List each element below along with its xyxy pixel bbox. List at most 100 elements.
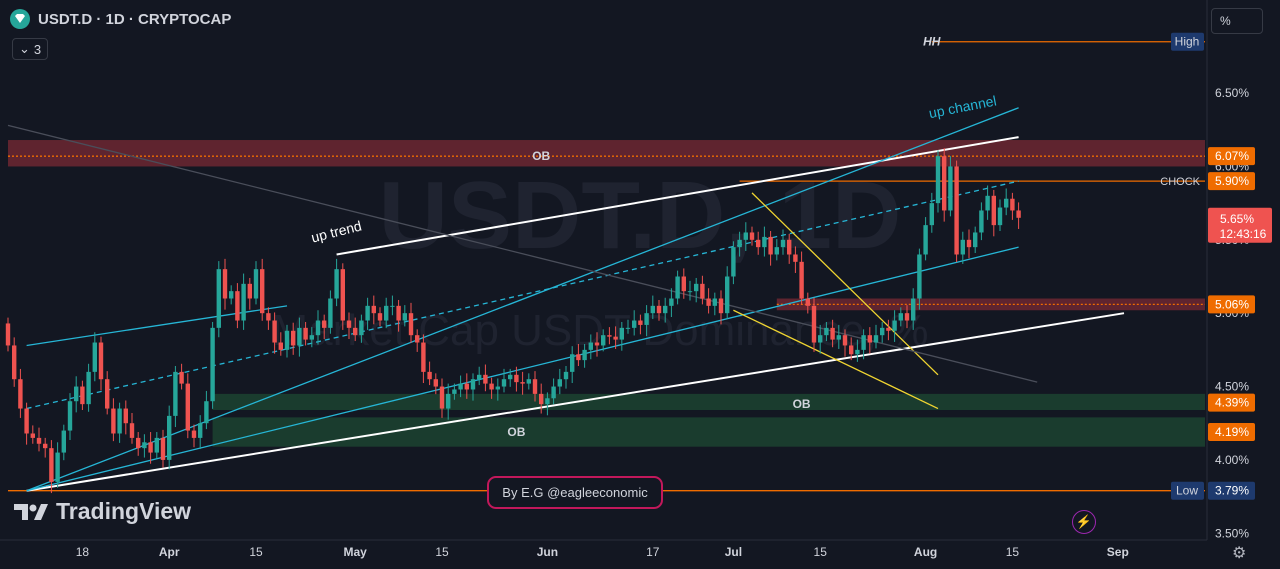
candle-body <box>328 298 333 328</box>
trendline <box>26 180 1019 410</box>
price-label-box <box>1208 147 1255 166</box>
candle-body <box>36 437 42 444</box>
candle-body <box>439 386 445 409</box>
candle-body <box>997 207 1003 226</box>
candle-body <box>179 371 184 384</box>
candle-body <box>92 342 97 372</box>
candle-body <box>563 371 569 380</box>
indicators-toggle-button[interactable]: ⌄ 3 <box>12 38 49 60</box>
x-tick-label: 15 <box>814 545 828 559</box>
y-tick-label: 4.50% <box>1215 380 1249 394</box>
candle-body <box>284 330 290 350</box>
trendline <box>26 246 1019 492</box>
candle-body <box>55 452 60 482</box>
candle-body <box>793 254 798 262</box>
annotation-label: HH <box>923 35 941 49</box>
candle-body <box>966 239 972 248</box>
candle-body <box>24 408 29 434</box>
candle-body <box>334 269 339 299</box>
candle-body <box>452 389 457 394</box>
settings-gear-icon[interactable]: ⚙ <box>1232 545 1247 562</box>
watermark-symbol: USDT.D, 1D <box>379 162 902 269</box>
chock-tag: CHOCK <box>1160 176 1200 188</box>
trendline <box>26 107 1019 492</box>
symbol-title: USDT.D · 1D · CRYPTOCAP <box>38 10 232 28</box>
candle-body <box>43 443 48 449</box>
ob-zone <box>8 140 1205 167</box>
candle-body <box>173 371 178 416</box>
side-tag-label: Low <box>1176 484 1198 498</box>
candle-body <box>167 415 172 460</box>
candle-body <box>539 393 544 405</box>
indicator-count: 3 <box>33 41 42 57</box>
candle-body <box>917 254 922 299</box>
percent-label: % <box>1220 14 1231 28</box>
candle-body <box>477 374 482 380</box>
x-tick-label: Jul <box>725 545 742 559</box>
candle-body <box>526 379 531 384</box>
candle-body <box>421 342 426 372</box>
candle-body <box>185 383 190 431</box>
annotation-label: OB <box>507 425 525 439</box>
candle-body <box>731 247 736 277</box>
candle-body <box>836 335 841 340</box>
candle-body <box>545 398 550 405</box>
candle-body <box>886 327 891 331</box>
candle-body <box>315 320 321 336</box>
candle-body <box>291 330 296 346</box>
candle-body <box>210 327 215 402</box>
candle-body <box>74 386 79 402</box>
candle-body <box>607 335 612 337</box>
candle-body <box>247 283 252 299</box>
price-label-box <box>1208 423 1255 442</box>
x-tick-label: Sep <box>1107 545 1129 559</box>
candle-body <box>148 442 153 453</box>
candle-body <box>111 408 116 434</box>
candle-body <box>61 430 66 453</box>
candle-body <box>805 298 810 306</box>
price-label: 4.39% <box>1215 396 1249 410</box>
y-tick-label: 3.50% <box>1215 526 1249 540</box>
candle-body <box>632 320 637 328</box>
percent-scale-button[interactable]: % <box>1211 8 1263 34</box>
candle-body <box>700 283 705 299</box>
candle-body <box>718 298 724 314</box>
candle-body <box>266 313 271 321</box>
candle-body <box>520 382 525 384</box>
candle-body <box>495 386 500 390</box>
candle-body <box>260 269 265 314</box>
candle-body <box>756 239 761 248</box>
candle-body <box>849 345 854 355</box>
candle-body <box>867 335 872 343</box>
candle-body <box>842 335 848 346</box>
candle-body <box>855 349 860 355</box>
candle-body <box>948 166 953 211</box>
candle-body <box>625 327 631 329</box>
trendline <box>751 192 939 376</box>
candle-body <box>470 379 476 390</box>
candle-body <box>960 239 965 255</box>
candle-body <box>216 269 221 328</box>
candle-body <box>576 354 581 361</box>
side-tag-box <box>1171 481 1204 500</box>
candle-body <box>377 313 383 321</box>
x-tick-label: 15 <box>435 545 449 559</box>
y-tick-label: 4.00% <box>1215 453 1249 467</box>
candle-body <box>787 239 792 255</box>
candle-body <box>408 313 414 336</box>
x-tick-label: 15 <box>249 545 263 559</box>
candle-body <box>297 327 302 346</box>
candle-body <box>694 283 699 292</box>
lightning-icon[interactable]: ⚡ <box>1072 510 1096 534</box>
candle-body <box>86 371 91 405</box>
candle-body <box>396 305 401 321</box>
tradingview-logo[interactable]: TradingView <box>14 498 191 525</box>
candle-body <box>415 335 420 343</box>
candle-body <box>390 305 395 307</box>
candle-body <box>663 305 668 314</box>
y-tick-label: 6.50% <box>1215 86 1249 100</box>
candle-body <box>67 401 73 431</box>
candle-body <box>594 342 600 346</box>
candle-body <box>253 269 259 299</box>
